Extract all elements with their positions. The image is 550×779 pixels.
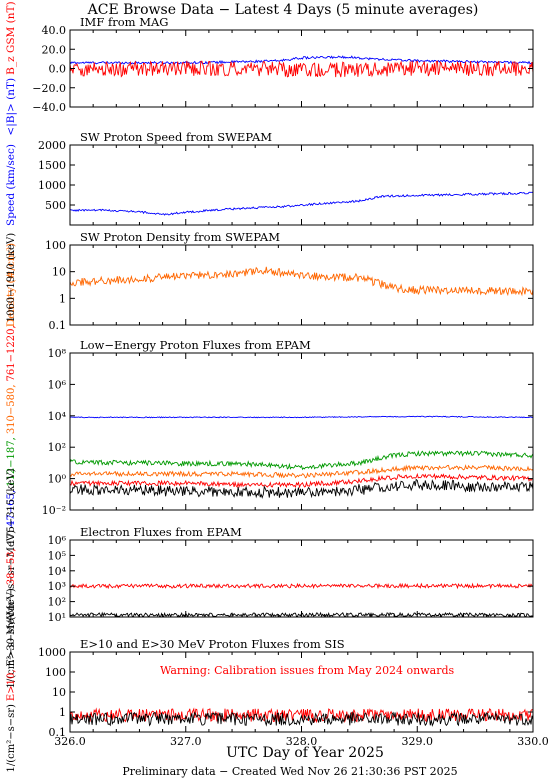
y-tick-label: 10¹ <box>48 611 66 624</box>
panel-series <box>70 191 533 216</box>
panel-title: Electron Fluxes from EPAM <box>80 525 242 539</box>
panel-1: 40.0 20.0 0.0 −20.0 −40.0 IMF from MAG <|B|> (… <box>5 1 534 136</box>
figure-title: ACE Browse Data − Latest 4 Days (5 minut… <box>87 2 479 18</box>
x-tick-labels: 326.0 327.0 328.0 329.0 330.0 <box>54 735 549 748</box>
y-tick-label: −40.0 <box>32 101 66 114</box>
panel-3: 100 10 1 0.1 SW Proton Density from SWEPAM De… <box>5 230 534 332</box>
panel-title: IMF from MAG <box>80 15 168 29</box>
y-tick-label: 10² <box>48 441 66 454</box>
y-tick-label: 10⁴ <box>48 565 67 578</box>
panel-series <box>70 55 533 78</box>
x-tick-label: 327.0 <box>170 735 202 748</box>
panel-series <box>70 707 533 727</box>
y-axis-label: 1/(cm²−s−sr−MeV)38−53,175−315 (keV) <box>6 468 17 688</box>
x-tick-label: 329.0 <box>402 735 434 748</box>
series-line-47-65-kev <box>70 415 533 419</box>
series-line-density <box>70 266 533 297</box>
y-tick-label: 10⁵ <box>48 549 66 562</box>
panel-4: 10⁸ 10⁶ 10⁴ 10² 10⁰ 10⁻² Low−Energy Proton Flu… <box>6 233 534 630</box>
series-line--b- <box>70 55 533 65</box>
y-tick-label: 0.0 <box>49 63 67 76</box>
y-tick-label: −20.0 <box>32 82 66 95</box>
y-tick-label: 1000 <box>38 179 66 192</box>
panel-title: SW Proton Speed from SWEPAM <box>80 130 272 144</box>
series-line-1060-1910-kev <box>70 478 533 499</box>
series-line-310-580-kev <box>70 464 533 479</box>
footer-note: Preliminary data − Created Wed Nov 26 21… <box>122 765 457 778</box>
series-line-bz-gsm <box>70 60 533 78</box>
y-tick-label: 40.0 <box>42 24 67 37</box>
panel-title: SW Proton Density from SWEPAM <box>80 230 280 244</box>
series-line-38-53-kev <box>70 582 533 590</box>
series-line-e-10-mev <box>70 707 533 724</box>
panel-series <box>70 415 533 499</box>
y-tick-label: 10 <box>52 686 66 699</box>
y-axis-label: 1/(cm²−s−sr−MeV)47−65,112−187,310−580,76… <box>6 233 17 630</box>
plot-frame <box>69 539 534 618</box>
series-line-e-30-mev <box>70 711 533 727</box>
panel-title: Low−Energy Proton Fluxes from EPAM <box>80 338 311 352</box>
y-tick-label: 10⁰ <box>48 473 67 486</box>
x-tick-label: 328.0 <box>286 735 318 748</box>
y-tick-label: 10³ <box>48 580 66 593</box>
y-tick-label: 10² <box>48 596 66 609</box>
y-axis-label: Density (#/cm³) <box>5 243 17 327</box>
y-tick-label: 10⁸ <box>48 347 67 360</box>
y-tick-label: 1500 <box>38 159 66 172</box>
y-tick-label: 10⁴ <box>48 410 67 423</box>
y-axis-label: 1/(cm²−s−sr)E>10,E>30 MeV <box>6 611 17 773</box>
panel-5: 10⁶ 10⁵ 10⁴ 10³ 10² 10¹ Electron Fluxes from E… <box>6 468 534 688</box>
y-tick-label: 100 <box>45 666 66 679</box>
panel-title: E>10 and E>30 MeV Proton Fluxes from SIS <box>80 637 345 651</box>
y-tick-label: 20.0 <box>42 43 67 56</box>
y-tick-label: 10⁻² <box>42 504 66 517</box>
plot-frame <box>69 244 534 326</box>
series-line-speed <box>70 191 533 216</box>
x-tick-label: 326.0 <box>54 735 86 748</box>
panel-series <box>70 266 533 297</box>
y-tick-label: 1000 <box>38 646 66 659</box>
series-line-112-187-kev <box>70 449 533 471</box>
y-tick-label: 10⁶ <box>48 378 67 391</box>
y-tick-label: 100 <box>45 239 66 252</box>
series-line-761-1220-kev <box>70 472 533 489</box>
y-axis-label: <|B|> (nT)B_z GSM (nT) <box>5 1 18 135</box>
y-tick-label: 1 <box>59 706 66 719</box>
panel-6: 1000 100 10 1 0.1 E>10 and E>30 MeV Proton Fl… <box>6 611 534 773</box>
y-tick-label: 2000 <box>38 139 66 152</box>
panel-2: 2000 1500 1000 500 SW Proton Speed from SWEP… <box>5 130 534 226</box>
panels: 40.0 20.0 0.0 −20.0 −40.0 IMF from MAG <|B|> (… <box>5 1 549 772</box>
x-axis-label: UTC Day of Year 2025 <box>226 745 384 761</box>
panel-annotation: Warning: Calibration issues from May 202… <box>160 664 455 677</box>
plot-frame <box>69 144 534 226</box>
y-tick-label: 10⁶ <box>48 534 67 547</box>
y-tick-label: 10 <box>52 266 66 279</box>
y-tick-label: 0.1 <box>49 319 67 332</box>
y-tick-label: 500 <box>45 199 66 212</box>
x-tick-label: 330.0 <box>517 735 549 748</box>
y-tick-label: 0.1 <box>49 726 67 739</box>
y-axis-label: Speed (km/sec) <box>5 144 17 226</box>
y-tick-label: 1 <box>59 292 66 305</box>
